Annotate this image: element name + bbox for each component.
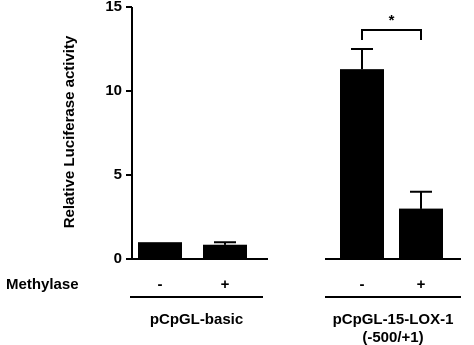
significance-bracket [361, 29, 422, 40]
y-axis-label: Relative Luciferase activity [61, 35, 78, 228]
y-tick-label: 5 [114, 166, 122, 183]
y-tick-label: 15 [105, 0, 122, 15]
error-bar [410, 190, 432, 209]
group-label: (-500/+1) [362, 329, 423, 345]
y-tick-label: 10 [105, 82, 122, 99]
bar [340, 69, 384, 259]
bar [203, 244, 247, 259]
bar [399, 208, 443, 259]
row-label: Methylase [6, 276, 79, 293]
x-tick-label: + [221, 276, 230, 293]
error-bar [351, 48, 373, 70]
x-tick-label: - [360, 276, 365, 293]
bar [138, 242, 182, 259]
significance-label: * [389, 12, 395, 29]
x-tick-label: - [158, 276, 163, 293]
y-tick-label: 0 [114, 250, 122, 267]
x-tick-label: + [417, 276, 426, 293]
error-bar [214, 241, 236, 245]
group-label: pCpGL-basic [150, 311, 243, 328]
group-label: pCpGL-15-LOX-1 [333, 311, 454, 328]
